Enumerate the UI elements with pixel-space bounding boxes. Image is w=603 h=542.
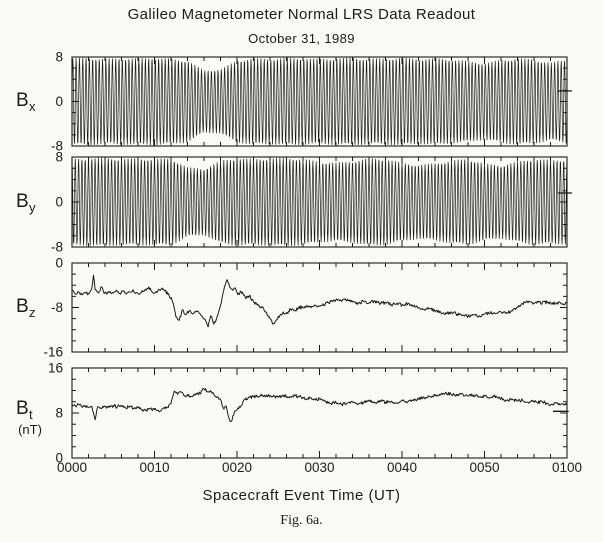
bx-y-tick-label: -8: [51, 139, 63, 154]
bz-y-tick-label: -8: [51, 300, 63, 315]
bz-label-sub: z: [28, 304, 36, 320]
bz-frame: [71, 262, 568, 353]
x-tick-label-0030: 0030: [304, 460, 334, 475]
bt-label-base: B: [16, 398, 29, 419]
x-tick-label-0020: 0020: [222, 460, 252, 475]
bx-y-tick-label: 8: [55, 50, 63, 65]
bt-trace: [71, 388, 568, 423]
x-axis-title: Spacecraft Event Time (UT): [202, 487, 401, 504]
by-y-tick-label: 8: [55, 150, 63, 165]
bz-y-tick-label: 0: [55, 256, 63, 271]
x-tick-label-0010: 0010: [139, 460, 169, 475]
x-tick-label-0040: 0040: [387, 460, 417, 475]
panel-label-bt: Bt: [16, 398, 66, 422]
bx-label-base: B: [16, 90, 29, 111]
by-waveform: [71, 157, 568, 246]
bx-label-sub: x: [28, 98, 36, 114]
panel-label-bx: Bx: [16, 90, 66, 114]
figure-caption: Fig. 6a.: [280, 513, 323, 528]
bt-units-label: (nT): [18, 422, 42, 437]
x-tick-label-0100: 0100: [552, 460, 582, 475]
by-label-sub: y: [28, 199, 36, 215]
figure-title: Galileo Magnetometer Normal LRS Data Rea…: [127, 6, 476, 23]
by-y-tick-label: -8: [51, 240, 63, 255]
panel-label-bz: Bz: [16, 296, 66, 320]
bx-waveform: [71, 57, 568, 146]
bt-y-tick-label: 0: [55, 451, 63, 466]
by-label-base: B: [16, 191, 29, 212]
bt-label-sub: t: [28, 406, 33, 422]
figure-date: October 31, 1989: [248, 31, 355, 46]
x-tick-label-0000: 0000: [57, 460, 87, 475]
bx-y-tick-label: 0: [55, 94, 63, 109]
bt-y-tick-label: 8: [55, 406, 63, 421]
bz-trace: [71, 274, 568, 328]
bz-label-base: B: [16, 296, 29, 317]
bt-frame: [71, 367, 568, 459]
by-y-tick-label: 0: [55, 195, 63, 210]
bz-y-tick-label: -16: [43, 345, 63, 360]
bt-y-tick-label: 16: [48, 361, 63, 376]
x-tick-label-0050: 0050: [469, 460, 499, 475]
panel-label-by: By: [16, 191, 66, 215]
